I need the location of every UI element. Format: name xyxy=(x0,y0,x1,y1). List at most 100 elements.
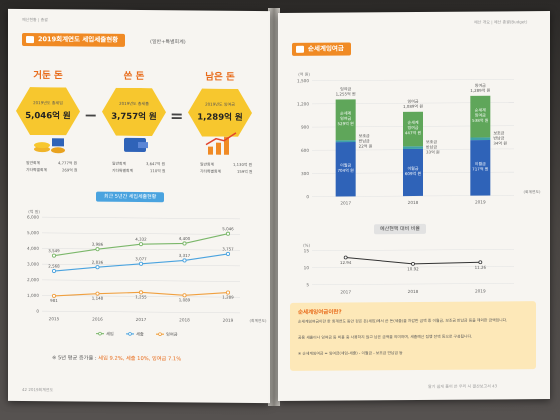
equals-operator: = xyxy=(170,106,184,126)
card-caption-expense: 2019년도 총세출 xyxy=(119,100,149,107)
x-tick-label: 2017 xyxy=(340,289,351,294)
y-tick-label: 600 xyxy=(301,148,309,153)
data-label: 981 xyxy=(50,298,58,303)
bar-total-value: 1,089억 원 xyxy=(403,103,423,109)
section-title-text: 2019회계연도 세입세출현황 xyxy=(38,35,119,44)
data-point xyxy=(225,290,231,295)
average-growth-values: 세입 9.2%, 세출 10%, 잉여금 7.1% xyxy=(98,355,182,363)
card-word-income: 거둔 돈 xyxy=(33,70,63,82)
stacked-bar-segment xyxy=(335,141,356,197)
y-tick-label: 5 xyxy=(306,282,309,287)
card-row-label: 기타특별회계 xyxy=(26,167,47,173)
gridline xyxy=(312,266,514,268)
legend-marker xyxy=(158,332,162,336)
ratio-label: 10.92 xyxy=(407,266,419,271)
left-header: 예산현황 | 총괄 xyxy=(22,16,48,23)
x-tick-label: 2018 xyxy=(179,317,190,322)
data-point xyxy=(95,291,100,296)
x-tick-label: 2018 xyxy=(408,289,419,294)
stacked-bar-segment xyxy=(403,111,423,147)
definition-box: 순세계잉여금이란? 순세계잉여금이란 한 회계연도 동안 걷은 돈(세입)에서 … xyxy=(290,301,536,371)
card-value-surplus: 1,289억 원 xyxy=(197,112,243,123)
gridline xyxy=(312,283,514,285)
gridline xyxy=(312,249,514,251)
bar-segment-label: 반납금 xyxy=(359,137,370,143)
y-tick-label: 3,000 xyxy=(27,262,39,267)
gridline xyxy=(42,248,240,251)
y-tick-label: 0 xyxy=(306,194,309,199)
y-tick-label: 300 xyxy=(301,171,309,176)
section-subtitle: (일반+특별회계) xyxy=(150,39,186,46)
y-tick-label: 1,000 xyxy=(27,293,39,298)
bar-segment-label: 33억 원 xyxy=(426,149,440,155)
card-row-value: 159억 원 xyxy=(237,168,253,174)
definition-formula: ※ 순세계잉여금 = 잉여금(세입-세출) - 이월금 - 보조금 반납금 등 xyxy=(298,350,403,356)
minus-operator: − xyxy=(84,105,98,125)
data-label: 3,757 xyxy=(222,246,234,251)
card-value-expense: 3,757억 원 xyxy=(111,111,157,123)
data-label: 2,568 xyxy=(48,263,60,268)
bar-total-value: 1,289억 원 xyxy=(470,87,490,93)
bar-segment-label: 순세계 xyxy=(407,119,418,125)
legend-label: 잉여금 xyxy=(166,331,178,338)
y-tick-label: 10 xyxy=(304,265,310,270)
stacked-bar-segment xyxy=(335,140,356,143)
card-row-value: 3,647억 원 xyxy=(146,161,166,167)
x-tick-label: 2019 xyxy=(475,288,486,293)
left-footer: 42 2019회계연도 xyxy=(22,386,54,393)
bar-total-label: 잉여금 xyxy=(475,82,486,88)
bar-segment-label: 잉여금 xyxy=(407,124,418,130)
gridline xyxy=(42,295,240,298)
data-label: 3,549 xyxy=(48,248,60,253)
bar-segment-label: 609억 원 xyxy=(405,170,422,176)
right-header: 예산 개요 | 예산 총괄(Budget) xyxy=(474,19,528,25)
card-row-label: 일반회계 xyxy=(26,160,40,166)
ratio-chart-title: 예산현액 대비 비율 xyxy=(374,223,426,235)
right-footer: 알기 쉽게 풀어 쓴 우리 시 결산보고서 43 xyxy=(428,383,498,389)
data-point xyxy=(138,242,144,247)
y-tick-label: 6,000 xyxy=(27,215,39,220)
section-icon xyxy=(296,45,304,53)
bar-segment-label: 이월금 xyxy=(340,162,351,168)
bar-segment-label: 529억 원 xyxy=(338,120,355,126)
average-growth-prefix: ※ 5년 평균 증가율 : xyxy=(52,355,97,362)
right-page: 예산 개요 | 예산 총괄(Budget) 순세계잉여금 (억 원) 0 300 60… xyxy=(278,11,550,401)
legend-label: 세출 xyxy=(136,330,144,337)
card-row-value: 269억 원 xyxy=(62,167,78,173)
bar-segment-label: 이월금 xyxy=(407,165,418,171)
data-point xyxy=(182,258,187,263)
bar-segment-label: 순세계 xyxy=(475,106,486,112)
stacked-bar-segment xyxy=(470,137,491,141)
data-label: 1,289 xyxy=(222,295,234,300)
data-point xyxy=(95,247,100,252)
bar-segment-label: 순세계 xyxy=(340,110,351,116)
bar-segment-label: 보조금 xyxy=(426,139,437,144)
y-tick-label: 900 xyxy=(301,125,309,130)
bar-segment-label: 538억 원 xyxy=(472,117,489,123)
card-row-value: 1,130억 원 xyxy=(233,161,253,167)
definition-line: 순세계잉여금이란 한 회계연도 동안 걷은 돈(세입)에서 쓴 돈(세출)을 차… xyxy=(298,317,508,324)
gridline xyxy=(42,310,240,314)
book-gutter xyxy=(268,8,280,406)
y-tick-label: 15 xyxy=(304,248,310,253)
coin-stack-icon xyxy=(34,138,65,154)
card-row-value: 4,777억 원 xyxy=(58,160,78,166)
legend-marker xyxy=(98,331,102,336)
data-label: 1,148 xyxy=(92,296,104,301)
section-title: 2019회계연도 세입세출현황 xyxy=(22,32,126,47)
y-axis-unit: (%) xyxy=(303,243,310,248)
data-label: 3,986 xyxy=(92,242,104,247)
data-point xyxy=(138,261,144,266)
x-tick-label: 2018 xyxy=(408,200,419,205)
data-point xyxy=(51,293,57,298)
data-point xyxy=(225,251,231,256)
bar-segment-label: 447억 원 xyxy=(405,129,422,135)
y-tick-label: 4,000 xyxy=(27,246,39,251)
x-axis-unit: (회계연도) xyxy=(524,189,541,194)
data-point xyxy=(51,268,57,274)
card-row-label: 일반회계 xyxy=(200,161,214,167)
bar-segment-label: 34억 원 xyxy=(493,140,507,146)
stacked-bar-segment xyxy=(335,99,356,141)
bar-segment-label: 잉여금 xyxy=(475,112,486,118)
line-chart-title: 최근 5년간 세입세출현황 xyxy=(96,191,165,203)
